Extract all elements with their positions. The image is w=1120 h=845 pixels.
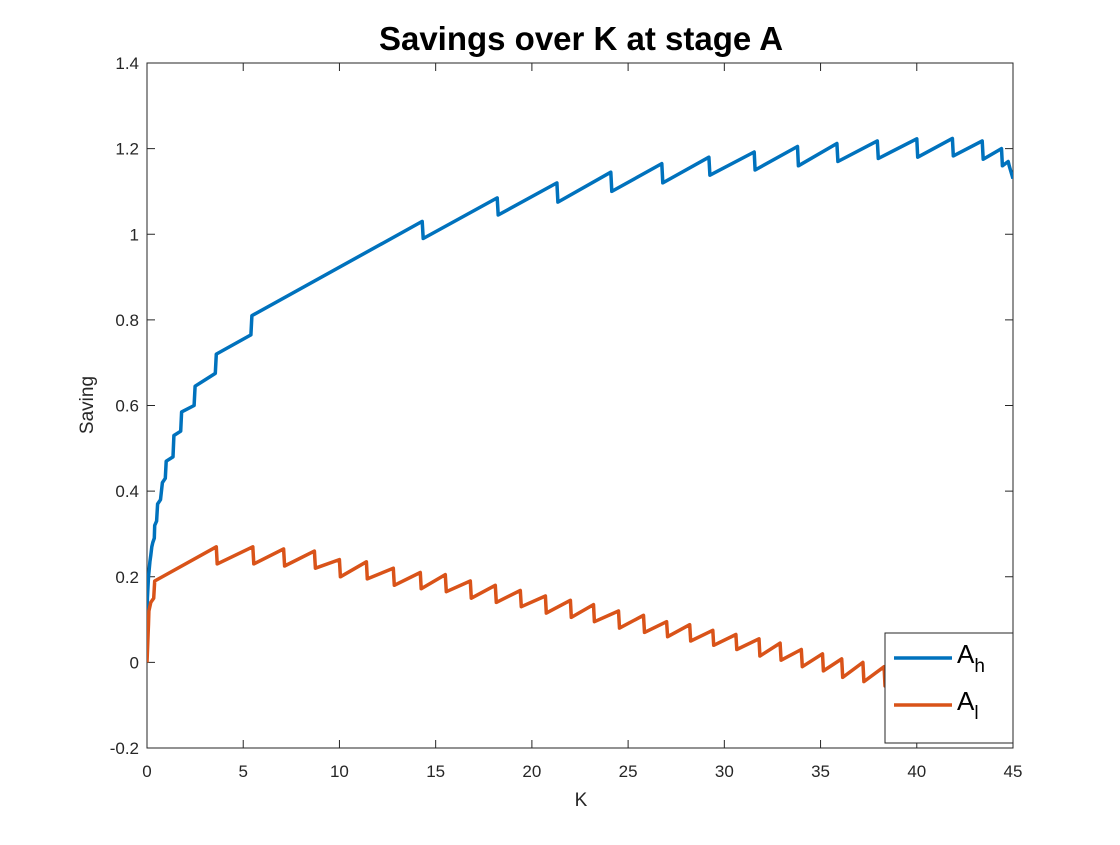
series-line-a-l [147, 545, 1013, 712]
legend: Ah Al [884, 632, 1014, 744]
y-tick-label: 1.2 [115, 140, 139, 159]
legend-label-series-l: Al [957, 686, 979, 724]
y-tick-label: -0.2 [110, 739, 139, 758]
y-tick-label: 0.8 [115, 311, 139, 330]
x-axis-ticks: 0 5 10 15 20 25 30 35 40 45 [142, 63, 1022, 781]
x-tick-label: 25 [619, 762, 638, 781]
x-tick-label: 5 [238, 762, 247, 781]
x-tick-label: 15 [426, 762, 445, 781]
x-axis-label: K [575, 790, 588, 811]
x-tick-label: 20 [522, 762, 541, 781]
y-tick-label: 0.6 [115, 397, 139, 416]
y-tick-label: 0 [130, 653, 139, 672]
legend-label-series-h: Ah [957, 639, 985, 677]
x-tick-label: 30 [715, 762, 734, 781]
y-tick-label: 0.4 [115, 482, 139, 501]
x-tick-label: 0 [142, 762, 151, 781]
x-tick-label: 40 [907, 762, 926, 781]
axes-box [146, 62, 1014, 749]
y-tick-label: 1.4 [115, 54, 139, 73]
legend-box [884, 632, 1014, 744]
series-line-a-h [147, 136, 1013, 624]
chart-title: Savings over K at stage A [379, 20, 783, 57]
x-tick-label: 35 [811, 762, 830, 781]
series-group [147, 136, 1013, 712]
x-tick-label: 10 [330, 762, 349, 781]
y-tick-label: 0.2 [115, 568, 139, 587]
plot-area [146, 62, 1014, 749]
x-tick-label: 45 [1004, 762, 1023, 781]
y-axis-ticks: -0.2 0 0.2 0.4 0.6 0.8 1 1.2 1.4 [110, 54, 1013, 758]
y-axis-label: Saving [77, 376, 98, 434]
y-tick-label: 1 [130, 225, 139, 244]
